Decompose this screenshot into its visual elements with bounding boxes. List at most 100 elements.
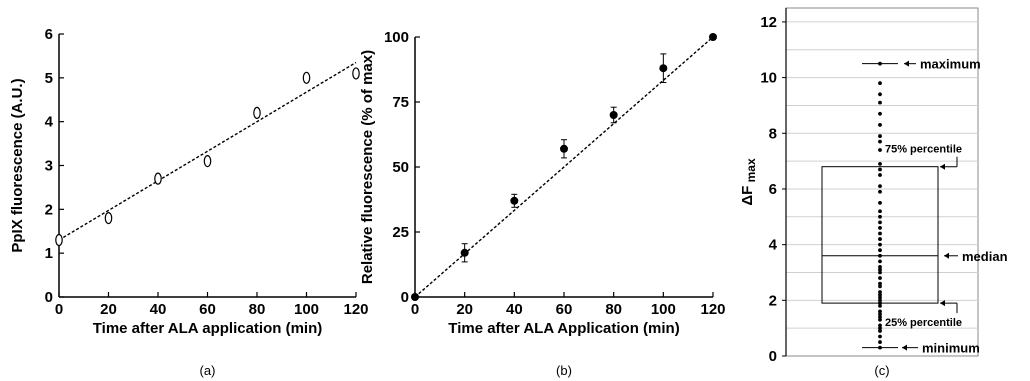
data-point [878,81,882,86]
x-tick-label: 0 [411,301,419,318]
data-point [878,253,882,258]
data-point [878,334,882,339]
data-point [203,155,212,168]
q1-arrow-head [940,300,945,307]
maximum-arrow-head [904,60,909,67]
data-point [878,270,882,275]
data-point [878,259,882,264]
y-tick-label: 4 [769,237,778,254]
data-point [878,292,882,297]
data-point [253,106,261,120]
y-tick-label: 3 [45,158,53,175]
data-point [878,242,882,247]
y-tick-label: 8 [769,125,777,142]
y-tick-label: 25 [392,224,409,241]
panel-c: 0 2 4 6 8 10 12 maximum median minimum 75% percent… [739,7,1008,378]
data-point [560,144,568,153]
data-point [878,309,882,314]
y-tick-label: 2 [45,201,53,218]
data-point [878,317,882,322]
data-point [878,226,882,230]
data-point [878,162,882,166]
x-tick-label: 100 [651,301,676,318]
x-tick-label: 20 [100,301,117,318]
data-point [878,248,882,253]
x-tick-label: 40 [506,301,523,318]
data-point [659,64,668,73]
data-point [878,340,882,344]
q3-label: 75% percentile [885,144,962,156]
y-tick-label: 6 [769,181,777,198]
data-point [878,312,882,317]
panel-caption: (b) [556,363,572,378]
data-point [609,111,618,119]
data-point [878,323,882,328]
fit-line [414,36,714,298]
x-tick-label: 80 [249,301,266,318]
panel-b: 0 20 40 60 80 100 120 0 25 50 75 100 Time after ALA … [359,29,726,378]
x-tick-label: 120 [343,301,368,318]
y-tick-label: 5 [45,70,53,87]
x-tick-label: 60 [199,301,216,318]
data-point [878,148,882,152]
y-tick-label: 0 [401,289,409,306]
data-point [104,212,113,225]
minimum-label: minimum [922,341,980,356]
data-point [878,231,882,236]
data-point [878,284,882,289]
data-point [878,134,882,138]
x-tick-label: 60 [556,301,573,318]
median-arrow-head [944,252,949,259]
x-axis-label: Time after ALA application (min) [93,320,322,337]
plot-frame [785,7,979,357]
y-tick-label: 1 [45,245,53,262]
data-point [154,172,162,185]
x-tick-label: 120 [700,301,725,318]
data-point [878,200,882,205]
y-axis-label-subscript: max [744,158,758,186]
x-tick-label: 20 [456,301,473,318]
y-axis-label-main: ΔF [739,186,756,206]
y-tick-label: 12 [760,14,777,31]
data-point [878,301,882,306]
x-tick-label: 100 [294,301,319,318]
data-point [878,276,882,280]
data-point [878,173,882,177]
x-tick-label: 40 [150,301,167,318]
data-point [709,33,717,41]
data-point [460,248,469,257]
data-point [878,139,882,144]
data-point [878,123,882,127]
data-point [878,111,882,116]
q3-arrow-head [940,163,945,170]
x-tick-label: 80 [605,301,622,318]
data-point [878,100,882,105]
data-point [878,209,882,214]
y-tick-label: 6 [45,26,53,43]
data-point [510,196,519,205]
data-point [878,326,882,331]
y-tick-label: 50 [392,159,409,176]
fit-line [58,61,357,241]
data-point [878,184,882,189]
data-point [878,214,882,219]
y-tick-label: 0 [769,348,777,365]
y-tick-label: 100 [384,29,409,46]
data-point [878,295,882,300]
data-point [55,233,63,247]
panel-caption: (a) [200,363,216,378]
data-point [878,267,882,272]
data-point [352,67,360,80]
data-point [878,189,882,194]
y-axis-label: ΔF max [739,158,758,206]
y-tick-label: 4 [45,114,54,131]
x-axis-label: Time after ALA Application (min) [448,320,679,337]
maximum-label: maximum [920,57,981,72]
data-point [878,167,882,172]
data-point [302,71,311,84]
y-tick-label: 10 [760,70,777,87]
minimum-arrow-head [902,344,907,351]
data-point [411,293,419,301]
data-point [878,220,882,225]
y-tick-label: 2 [769,292,777,309]
